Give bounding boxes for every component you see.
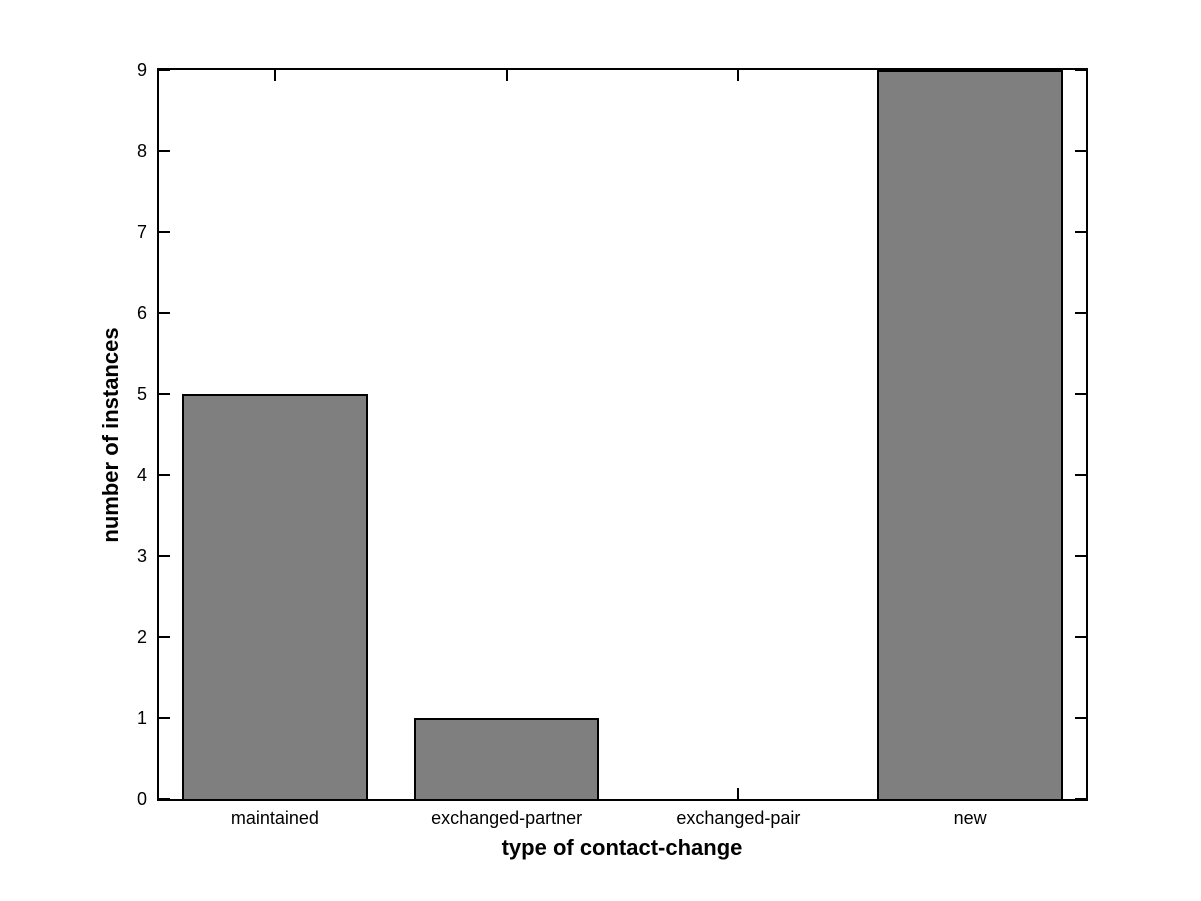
y-tick-label: 7 [136,222,147,242]
y-tick-right [1075,798,1086,800]
y-tick-label: 1 [136,708,147,728]
y-tick-left [159,717,170,719]
y-tick-left [159,636,170,638]
y-tick-right [1075,636,1086,638]
y-tick-label: 5 [136,384,147,404]
y-tick-left [159,474,170,476]
y-tick-right [1075,312,1086,314]
y-tick-label: 3 [136,546,147,566]
plot-area [157,68,1088,801]
y-tick-left [159,555,170,557]
y-tick-left [159,393,170,395]
y-tick-left [159,312,170,314]
x-tick-top [737,70,740,81]
y-tick-left [159,69,170,71]
x-tick-top [505,70,508,81]
bar-exchanged-partner [413,718,600,799]
x-axis-label: type of contact-change [501,835,743,860]
y-tick-label: 0 [136,789,147,809]
x-tick-label-new: new [953,808,987,828]
y-tick-left [159,798,170,800]
y-tick-right [1075,717,1086,719]
y-tick-left [159,150,170,152]
y-tick-label: 9 [136,60,147,80]
x-tick-label-exchanged-partner: exchanged-partner [431,808,583,828]
y-tick-right [1075,393,1086,395]
y-tick-label: 6 [136,303,147,323]
y-axis-label: number of instances [98,327,123,543]
y-tick-right [1075,150,1086,152]
y-tick-right [1075,69,1086,71]
y-tick-label: 8 [136,141,147,161]
x-tick-label-maintained: maintained [230,808,319,828]
y-tick-right [1075,555,1086,557]
bar-maintained [182,394,368,799]
y-tick-right [1075,231,1086,233]
y-tick-right [1075,474,1086,476]
x-tick-top [273,70,276,81]
bar-new [877,70,1063,799]
x-tick-label-exchanged-pair: exchanged-pair [676,808,801,828]
y-tick-label: 2 [136,627,147,647]
x-tick-bottom [737,788,740,799]
y-tick-label: 4 [136,465,147,485]
y-tick-left [159,231,170,233]
